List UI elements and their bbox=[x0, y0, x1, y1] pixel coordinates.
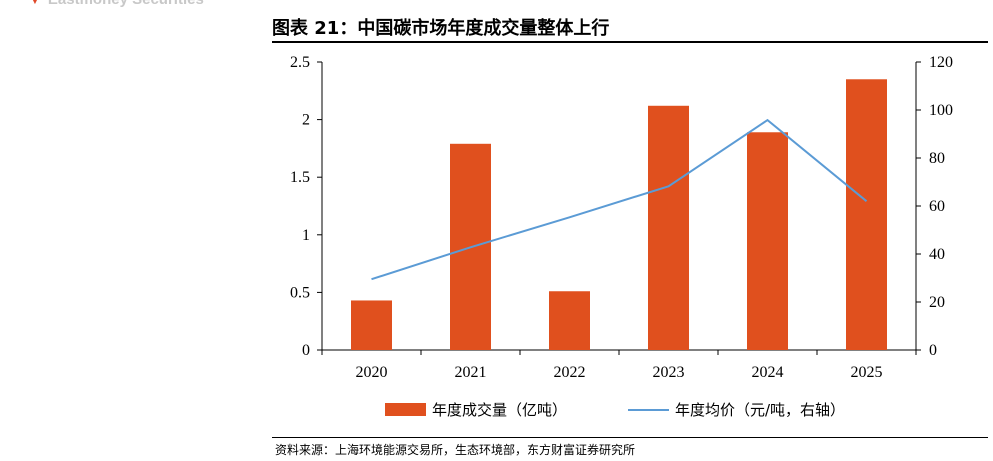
bar bbox=[747, 132, 788, 350]
bar bbox=[351, 300, 392, 350]
x-tick-label: 2020 bbox=[356, 364, 388, 381]
y-left-tick-label: 2.5 bbox=[290, 54, 310, 71]
y-right-tick-label: 0 bbox=[929, 342, 937, 359]
legend-label-bar: 年度成交量（亿吨） bbox=[432, 401, 567, 419]
y-right-tick-label: 120 bbox=[929, 54, 953, 71]
y-right-tick-label: 60 bbox=[929, 198, 945, 215]
chart-legend: 年度成交量（亿吨） 年度均价（元/吨，右轴） bbox=[385, 401, 845, 419]
y-left-tick-label: 0.5 bbox=[290, 284, 310, 301]
bar-series bbox=[351, 79, 887, 350]
title-rule bbox=[272, 41, 988, 43]
legend-swatch-bar bbox=[385, 403, 426, 416]
legend-label-line: 年度均价（元/吨，右轴） bbox=[675, 401, 845, 419]
x-tick-label: 2021 bbox=[455, 364, 487, 381]
source-rule bbox=[272, 437, 988, 438]
brand-name: Eastmoney Securities bbox=[48, 0, 204, 8]
price-line bbox=[371, 118, 868, 281]
x-tick-label: 2025 bbox=[851, 364, 883, 381]
line-series bbox=[371, 118, 868, 281]
x-tick-label: 2023 bbox=[653, 364, 685, 381]
chart-axes bbox=[317, 61, 921, 355]
brand-header: ▼ Eastmoney Securities bbox=[30, 0, 204, 8]
y-left-tick-label: 2 bbox=[302, 112, 310, 129]
y-right-tick-label: 100 bbox=[929, 102, 953, 119]
y-right-tick-label: 20 bbox=[929, 294, 945, 311]
figure-title: 图表 21：中国碳市场年度成交量整体上行 bbox=[272, 18, 610, 39]
x-tick-label: 2024 bbox=[752, 364, 784, 381]
bar bbox=[846, 79, 887, 350]
bar bbox=[648, 105, 689, 350]
y-left-tick-label: 1.5 bbox=[290, 169, 310, 186]
tick-labels: 0 0.5 1 1.5 2 2.5 0 20 40 60 80 100 120 2020 2021 2022 2… bbox=[290, 54, 953, 381]
brand-logo-icon: ▼ bbox=[30, 0, 40, 7]
y-right-tick-label: 80 bbox=[929, 150, 945, 167]
source-note: 资料来源：上海环境能源交易所，生态环境部，东方财富证券研究所 bbox=[275, 443, 636, 457]
y-right-tick-label: 40 bbox=[929, 246, 945, 263]
bar bbox=[549, 291, 590, 350]
y-left-tick-label: 1 bbox=[302, 227, 310, 244]
x-tick-label: 2022 bbox=[554, 364, 586, 381]
y-left-tick-label: 0 bbox=[302, 342, 310, 359]
